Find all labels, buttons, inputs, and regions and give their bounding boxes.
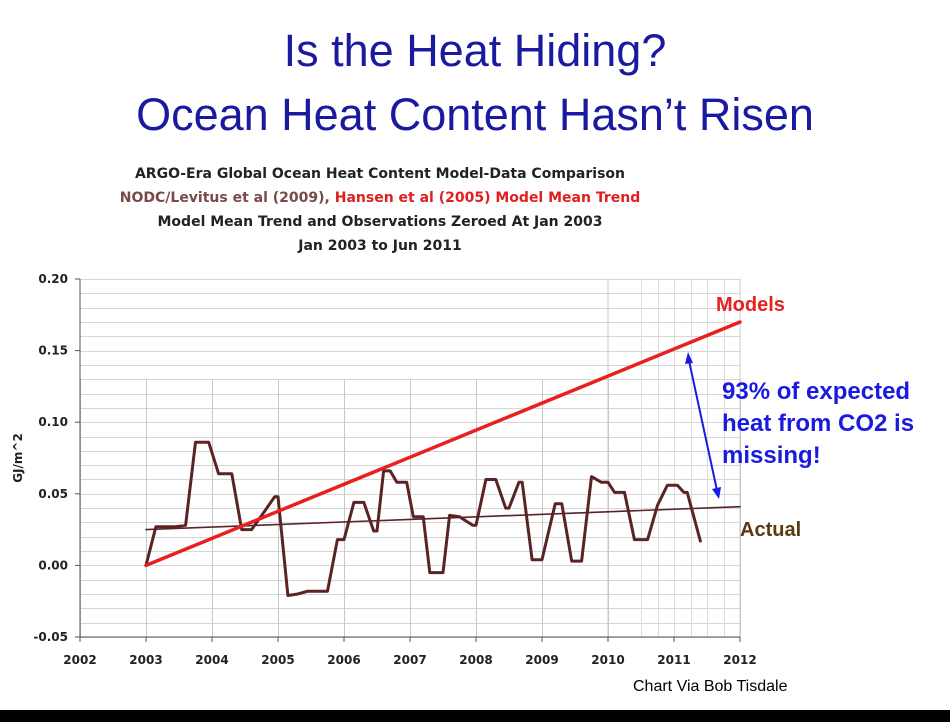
missing-heat-line2: heat from CO2 is (722, 410, 914, 437)
chart-subtitle-period: Jan 2003 to Jun 2011 (298, 238, 462, 254)
x-tick-label: 2003 (129, 653, 162, 667)
y-axis-label: GJ/m^2 (11, 433, 25, 483)
x-tick-label: 2009 (525, 653, 558, 667)
axis-ticks: -0.05 0.00 0.05 0.10 0.15 0.20 2002 2003 2004 200… (33, 272, 756, 667)
chart-title: ARGO-Era Global Ocean Heat Content Model… (134, 166, 626, 182)
y-tick-label: 0.05 (38, 487, 68, 501)
slide-title-line1: Is the Heat Hiding? (283, 25, 667, 76)
series (144, 320, 742, 597)
x-tick-label: 2006 (327, 653, 360, 667)
missing-heat-line1: 93% of expected (722, 378, 910, 405)
models-label: Models (716, 294, 785, 316)
y-tick-label: 0.00 (38, 558, 68, 572)
x-tick-label: 2008 (459, 653, 492, 667)
actual-label: Actual (740, 519, 801, 541)
missing-heat-line3: missing! (722, 442, 821, 469)
missing-heat-annotation: 93% of expected heat from CO2 is missing… (722, 378, 914, 469)
gap-arrow (685, 352, 721, 499)
x-tick-label: 2002 (63, 653, 96, 667)
x-tick-label: 2004 (195, 653, 228, 667)
y-tick-label: 0.15 (38, 344, 68, 358)
x-tick-label: 2010 (591, 653, 624, 667)
chart-subtitle-source-hansen: Hansen et al (2005) Model Mean Trend (334, 190, 641, 206)
chart-subtitle-source-nodc: NODC/Levitus et al (2009), (119, 190, 335, 206)
slide-title-line2: Ocean Heat Content Hasn’t Risen (136, 89, 814, 140)
actual-observations-line (144, 440, 702, 597)
gap-arrow-shaft (687, 355, 719, 496)
chart-credit: Chart Via Bob Tisdale (633, 678, 788, 695)
x-tick-label: 2007 (393, 653, 426, 667)
models-trend-line (144, 320, 742, 568)
y-tick-label: -0.05 (33, 630, 68, 644)
y-tick-label: 0.20 (38, 272, 68, 286)
x-tick-label: 2012 (723, 653, 756, 667)
slide-bottom-bar (0, 710, 950, 722)
chart-subtitle-sources: NODC/Levitus et al (2009), Hansen et al … (30, 187, 730, 209)
gap-arrow-head-bottom (712, 487, 721, 499)
x-tick-label: 2005 (261, 653, 294, 667)
x-tick-label: 2011 (657, 653, 690, 667)
gap-arrow-head-top (685, 352, 693, 364)
chart-subtitle-zeroed: Model Mean Trend and Observations Zeroed… (157, 214, 603, 230)
y-tick-label: 0.10 (38, 415, 68, 429)
